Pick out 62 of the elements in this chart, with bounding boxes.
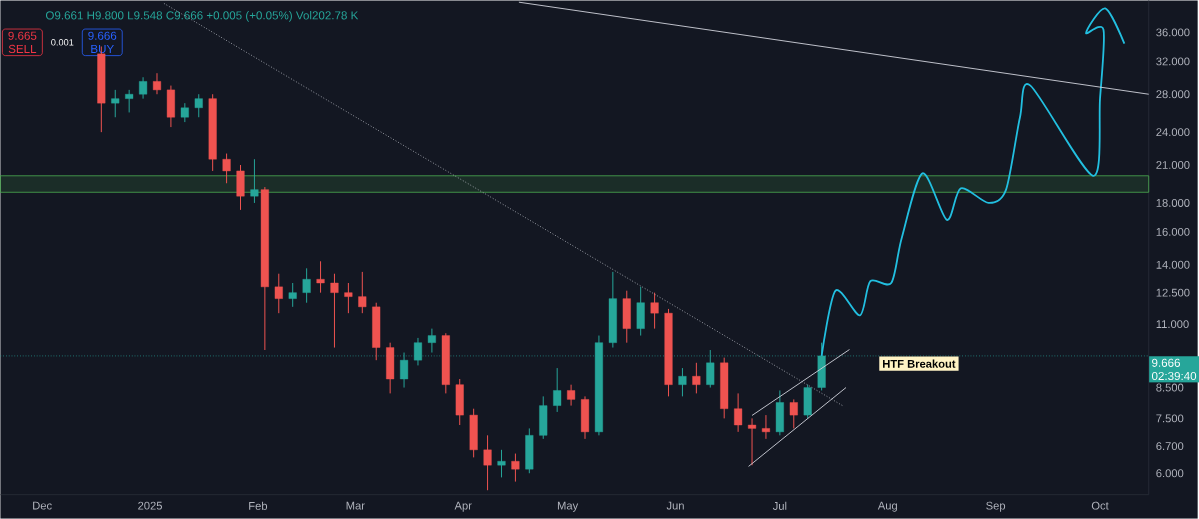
x-tick-label: Dec — [33, 501, 52, 510]
x-tick-label: Mar — [346, 501, 365, 510]
y-tick-label: 36.000 — [1156, 28, 1190, 37]
candlestick — [748, 418, 757, 466]
candlestick — [344, 282, 353, 314]
y-tick-label: 11.000 — [1156, 320, 1189, 329]
candlestick — [222, 153, 231, 184]
x-tick-label: Oct — [1091, 501, 1109, 510]
x-tick-label: May — [557, 501, 579, 512]
candlestick — [761, 414, 770, 440]
x-tick-label: Jun — [666, 501, 684, 510]
candlestick — [316, 260, 325, 294]
candlestick — [288, 282, 297, 308]
y-tick-label: 21.000 — [1156, 161, 1190, 170]
candlestick — [358, 271, 367, 314]
y-tick-label: 16.000 — [1156, 228, 1190, 237]
candlestick — [139, 76, 148, 100]
candlestick — [789, 399, 798, 430]
candlestick — [497, 449, 506, 479]
candlestick — [111, 89, 120, 118]
candlestick — [678, 367, 687, 398]
y-tick-label: 12.500 — [1156, 288, 1190, 297]
y-tick-label: 6.000 — [1156, 469, 1184, 478]
candlestick — [180, 102, 189, 123]
candlestick — [692, 362, 701, 395]
annotation: O9.661 H9.800 L9.548 C9.666 +0.005 (+0.05%) Vol202.78 K — [45, 11, 359, 22]
x-tick-label: Aug — [877, 501, 897, 512]
candlestick — [567, 384, 576, 407]
candlestick — [125, 89, 134, 114]
candlestick — [330, 273, 339, 349]
candlestick — [194, 93, 203, 118]
candlestick — [483, 435, 492, 491]
x-tick-label: Sep — [986, 501, 1006, 513]
candlestick — [250, 158, 259, 204]
annotation: SELL — [8, 45, 37, 54]
x-tick-label: Apr — [454, 501, 472, 512]
annotation: HTF Breakout — [883, 359, 956, 368]
candlestick — [511, 453, 520, 483]
ref-line-label: 9.666 — [1152, 358, 1181, 368]
candlestick — [302, 267, 311, 304]
candlestick — [427, 328, 436, 354]
y-tick-label: 8.500 — [1156, 383, 1184, 392]
annotation: 0.001 — [51, 39, 74, 46]
candlestick — [706, 349, 715, 389]
y-tick-label: 28.000 — [1156, 90, 1190, 99]
y-tick-label: 14.000 — [1156, 261, 1190, 269]
x-tick-label: Jul — [772, 501, 787, 511]
text: 02:39:40 — [1151, 372, 1197, 381]
y-tick-label: 32.000 — [1156, 57, 1190, 66]
candlestick — [274, 273, 283, 314]
x-tick-label: Feb — [249, 501, 268, 511]
x-tick-label: 2025 — [138, 501, 163, 510]
y-tick-label: 24.000 — [1156, 128, 1190, 137]
candlestick — [553, 367, 562, 413]
candlestick — [734, 393, 743, 433]
y-tick-label: 18.000 — [1156, 199, 1190, 208]
candlestick — [152, 72, 162, 95]
annotation: 9.665 — [8, 31, 37, 41]
candlestick — [650, 292, 659, 330]
y-tick-label: 6.700 — [1156, 442, 1184, 451]
y-tick-label: 7.500 — [1156, 414, 1184, 423]
annotation: 9.666 — [88, 31, 117, 41]
